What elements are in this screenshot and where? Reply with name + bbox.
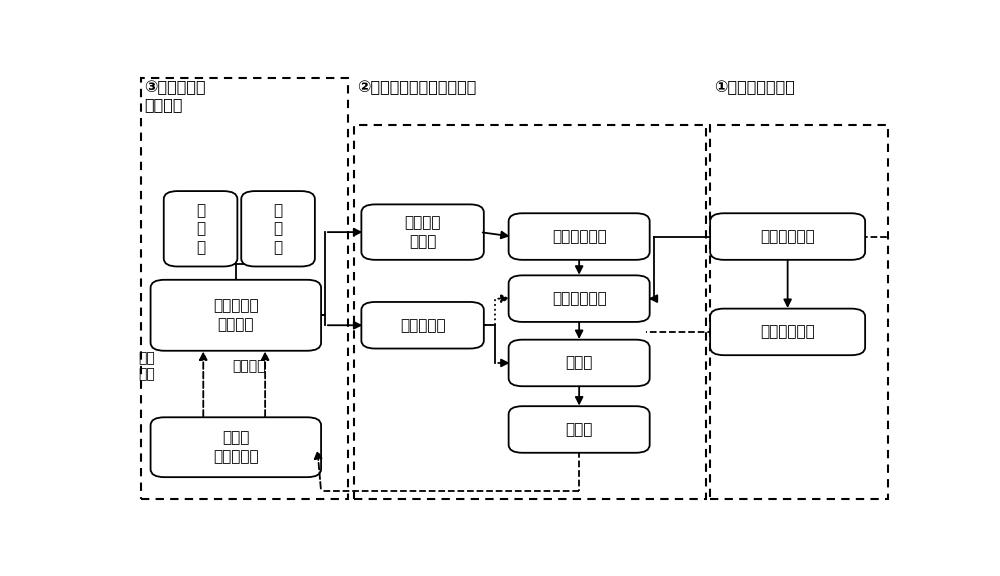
FancyBboxPatch shape bbox=[151, 280, 321, 351]
Text: 太阳能储热器: 太阳能储热器 bbox=[760, 324, 815, 339]
FancyBboxPatch shape bbox=[509, 406, 650, 453]
Text: 蒸汽发生器: 蒸汽发生器 bbox=[400, 318, 445, 333]
FancyBboxPatch shape bbox=[509, 340, 650, 386]
Text: 热
解
炭: 热 解 炭 bbox=[274, 203, 283, 255]
FancyBboxPatch shape bbox=[710, 213, 865, 260]
Text: 提供热能: 提供热能 bbox=[232, 359, 266, 373]
FancyBboxPatch shape bbox=[164, 191, 237, 267]
Text: 原料
预热: 原料 预热 bbox=[138, 351, 155, 381]
Text: 雾化室: 雾化室 bbox=[565, 355, 593, 370]
Bar bbox=[710, 124, 888, 499]
Text: 生物质
预热进料器: 生物质 预热进料器 bbox=[213, 430, 259, 464]
FancyBboxPatch shape bbox=[509, 213, 650, 260]
Text: 太阳能集热器: 太阳能集热器 bbox=[760, 229, 815, 244]
Text: 热解油回
收管路: 热解油回 收管路 bbox=[404, 215, 441, 249]
FancyBboxPatch shape bbox=[151, 417, 321, 477]
Text: 热解油存储罐: 热解油存储罐 bbox=[552, 229, 607, 244]
Text: 热
解
气: 热 解 气 bbox=[196, 203, 205, 255]
FancyBboxPatch shape bbox=[509, 275, 650, 322]
Bar bbox=[140, 78, 348, 499]
Bar bbox=[354, 124, 706, 499]
Text: 燃烧器: 燃烧器 bbox=[565, 422, 593, 437]
FancyBboxPatch shape bbox=[361, 302, 484, 348]
Text: 热解油预热器: 热解油预热器 bbox=[552, 291, 607, 306]
FancyBboxPatch shape bbox=[710, 309, 865, 355]
Text: 生物质热解
联产系统: 生物质热解 联产系统 bbox=[213, 298, 259, 332]
FancyBboxPatch shape bbox=[241, 191, 315, 267]
Text: ①太阳能驱动工序: ①太阳能驱动工序 bbox=[714, 80, 795, 95]
Text: ③生物质热解
联产工序: ③生物质热解 联产工序 bbox=[144, 80, 206, 113]
Text: ②热解油雾化燃烧回用工序: ②热解油雾化燃烧回用工序 bbox=[358, 80, 477, 95]
FancyBboxPatch shape bbox=[361, 204, 484, 260]
